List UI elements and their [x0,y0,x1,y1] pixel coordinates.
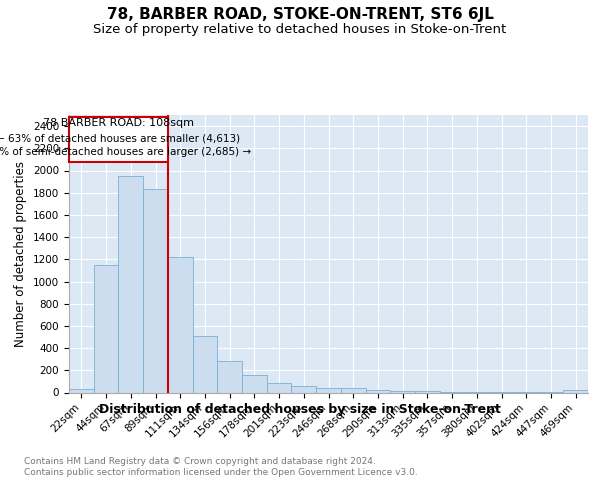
Bar [390,391,415,392]
Bar [69,389,94,392]
Bar [292,386,316,392]
Bar [118,176,143,392]
Bar [217,362,242,392]
Bar [193,336,217,392]
Y-axis label: Number of detached properties: Number of detached properties [14,161,28,347]
Text: 78, BARBER ROAD, STOKE-ON-TRENT, ST6 6JL: 78, BARBER ROAD, STOKE-ON-TRENT, ST6 6JL [107,8,493,22]
FancyBboxPatch shape [69,117,168,162]
Bar [168,257,193,392]
Bar [143,190,168,392]
Bar [365,390,390,392]
Bar [563,390,588,392]
Text: 78 BARBER ROAD: 108sqm: 78 BARBER ROAD: 108sqm [43,118,194,128]
Bar [267,382,292,392]
Bar [94,265,118,392]
Text: Distribution of detached houses by size in Stoke-on-Trent: Distribution of detached houses by size … [99,402,501,415]
Text: Size of property relative to detached houses in Stoke-on-Trent: Size of property relative to detached ho… [94,24,506,36]
Bar [316,388,341,392]
Text: 37% of semi-detached houses are larger (2,685) →: 37% of semi-detached houses are larger (… [0,147,251,157]
Text: Contains HM Land Registry data © Crown copyright and database right 2024.
Contai: Contains HM Land Registry data © Crown c… [24,458,418,477]
Bar [242,376,267,392]
Bar [341,388,365,392]
Text: ← 63% of detached houses are smaller (4,613): ← 63% of detached houses are smaller (4,… [0,134,241,143]
